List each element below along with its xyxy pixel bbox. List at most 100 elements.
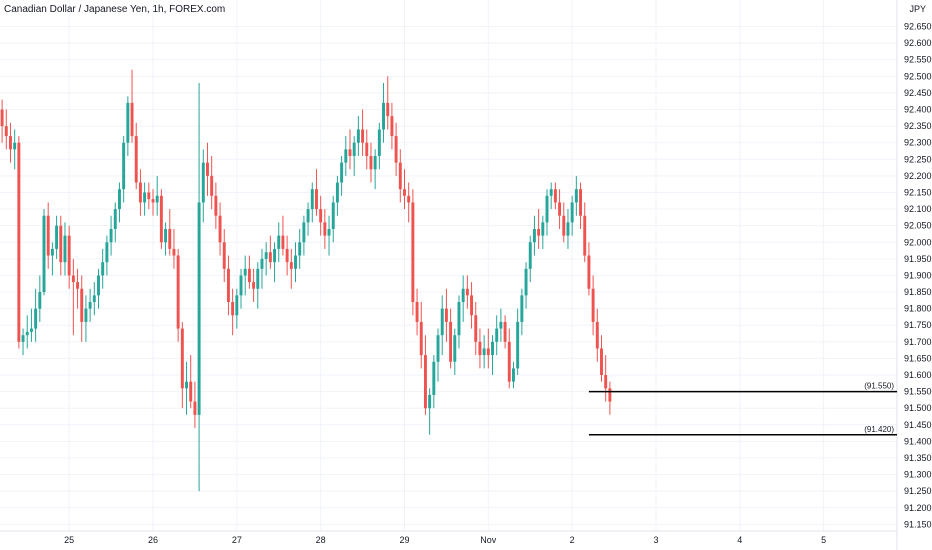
y-tick-label: 92.450 [904,88,932,98]
candle-body [105,242,109,263]
candle-body [591,288,595,322]
candle-body [252,282,256,289]
candle-body [545,195,549,223]
candle-body [419,321,423,356]
candle-body [453,335,457,362]
y-tick-label: 92.600 [904,38,932,48]
y-tick-label: 91.550 [904,387,932,397]
candle-body [377,129,381,156]
candle-body [331,202,335,229]
candle-body [92,295,96,303]
candle-body [97,275,100,296]
candle-body [109,228,113,243]
y-tick-label: 91.300 [904,470,932,480]
candle-body [491,341,494,356]
y-tick-label: 91.800 [904,304,932,314]
candle-body [570,202,574,223]
candle-body [423,355,427,409]
y-tick-label: 91.750 [904,320,932,330]
candle-body [465,288,469,296]
y-tick-label: 91.850 [904,287,932,297]
candle-body [314,189,318,210]
level-label: (91.550) [864,382,894,391]
candle-body [264,252,268,259]
candle-body [193,401,197,415]
candle-body [168,228,172,249]
y-tick-label: 92.050 [904,221,932,231]
candle-body [516,321,520,369]
candle-body [277,235,281,249]
candle-body [71,275,75,283]
candle-body [352,142,356,156]
candle-body [294,255,297,269]
candle-body [495,328,499,342]
candle-body [340,162,344,183]
candle-body [407,195,411,203]
candle-body [461,288,465,303]
candle-body [63,235,67,263]
candle-body [302,222,306,243]
candle-body [214,195,218,216]
x-tick-label: 5 [821,535,826,545]
candle-body [17,142,21,342]
y-tick-label: 91.400 [904,436,932,446]
candle-body [512,368,515,382]
candle-body [159,195,163,243]
candle-body [13,142,17,150]
candle-body [42,215,46,293]
candle-body [117,189,121,210]
candle-body [88,302,92,309]
candle-body [457,302,461,336]
y-tick-label: 92.650 [904,22,932,32]
y-tick-label: 91.650 [904,353,932,363]
x-tick-label: Nov [480,535,497,545]
candle-body [76,282,80,289]
candle-body [126,102,130,143]
candle-body [50,248,54,256]
candle-body [235,295,239,316]
candle-body [344,149,348,163]
candle-body [595,321,599,349]
chart-title: Canadian Dollar / Japanese Yen, 1h, FORE… [4,4,226,15]
candle-body [25,331,29,336]
candle-body [55,225,59,249]
candle-body [541,222,545,236]
candle-body [310,189,314,210]
candle-body [134,136,138,183]
candle-body [101,262,105,276]
candle-body [260,258,264,269]
candle-body [566,222,570,236]
x-tick-label: 29 [399,535,409,545]
currency-label: JPY [909,4,926,14]
candle-body [558,202,562,216]
candle-body [281,235,285,249]
candle-body [231,302,235,316]
candle-body [411,202,415,303]
candle-body [486,348,490,356]
candle-body [256,268,260,289]
candle-body [151,199,155,203]
y-tick-label: 91.150 [904,519,932,529]
y-tick-label: 91.450 [904,420,932,430]
candle-body [155,195,159,203]
candle-body [46,215,50,256]
candle-body [449,321,453,362]
candle-body [319,209,323,223]
candle-body [373,155,377,170]
candle-body [507,341,511,382]
candle-body [415,302,419,322]
candle-body [268,252,272,263]
candle-body [365,142,369,156]
candle-body [382,102,385,130]
y-tick-label: 92.250 [904,154,932,164]
candle-body [478,341,482,356]
y-tick-label: 91.350 [904,453,932,463]
candle-body [185,381,188,389]
candle-body [306,209,310,223]
candle-body [403,189,406,196]
y-tick-label: 91.950 [904,254,932,264]
candle-body [164,228,168,243]
candle-body [222,242,226,269]
candle-body [239,275,243,296]
candle-body [59,225,63,263]
